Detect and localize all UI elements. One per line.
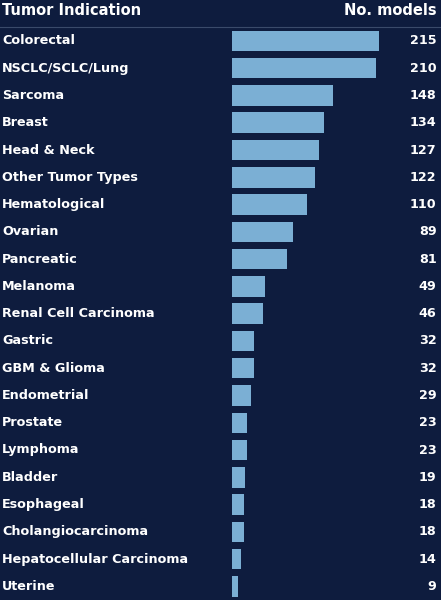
Text: Renal Cell Carcinoma: Renal Cell Carcinoma (2, 307, 155, 320)
Text: Ovarian: Ovarian (2, 226, 59, 238)
Text: Melanoma: Melanoma (2, 280, 76, 293)
Bar (232, 521, 244, 542)
Bar (232, 31, 379, 51)
Text: Hepatocellular Carcinoma: Hepatocellular Carcinoma (2, 553, 188, 566)
Bar (0, 327, 441, 355)
Bar (0, 136, 441, 164)
Bar (0, 355, 441, 382)
Bar (0, 109, 441, 136)
Bar (0, 545, 441, 573)
Bar (0, 55, 441, 82)
Text: 210: 210 (410, 62, 437, 74)
Bar (232, 58, 376, 79)
Text: 134: 134 (410, 116, 437, 129)
Text: Lymphoma: Lymphoma (2, 443, 80, 457)
Text: 89: 89 (419, 226, 437, 238)
Text: Bladder: Bladder (2, 471, 59, 484)
Text: 32: 32 (419, 334, 437, 347)
Text: Breast: Breast (2, 116, 49, 129)
Text: Sarcoma: Sarcoma (2, 89, 64, 102)
Bar (232, 494, 244, 515)
Text: Gastric: Gastric (2, 334, 53, 347)
Text: 29: 29 (419, 389, 437, 402)
Bar (0, 382, 441, 409)
Text: 9: 9 (428, 580, 437, 593)
Bar (232, 440, 247, 460)
Text: Esophageal: Esophageal (2, 498, 85, 511)
Bar (0, 436, 441, 464)
Text: 18: 18 (419, 498, 437, 511)
Text: Head & Neck: Head & Neck (2, 143, 95, 157)
Text: 122: 122 (410, 171, 437, 184)
Text: Tumor Indication: Tumor Indication (2, 4, 141, 19)
Bar (232, 249, 287, 269)
Text: 215: 215 (410, 34, 437, 47)
Bar (232, 167, 315, 187)
Text: 18: 18 (419, 526, 437, 538)
Bar (0, 273, 441, 300)
Text: 148: 148 (410, 89, 437, 102)
Text: Endometrial: Endometrial (2, 389, 90, 402)
Text: 19: 19 (419, 471, 437, 484)
Bar (232, 331, 254, 351)
Bar (232, 576, 238, 596)
Bar (232, 413, 247, 433)
Bar (232, 194, 307, 215)
Text: No. models: No. models (344, 4, 437, 19)
Text: NSCLC/SCLC/Lung: NSCLC/SCLC/Lung (2, 62, 130, 74)
Bar (0, 245, 441, 273)
Text: 127: 127 (410, 143, 437, 157)
Bar (232, 140, 319, 160)
Text: Prostate: Prostate (2, 416, 64, 429)
Text: Cholangiocarcinoma: Cholangiocarcinoma (2, 526, 148, 538)
Text: Pancreatic: Pancreatic (2, 253, 78, 266)
Bar (232, 304, 263, 324)
Text: 23: 23 (419, 443, 437, 457)
Text: Uterine: Uterine (2, 580, 56, 593)
Bar (232, 467, 245, 487)
Bar (232, 221, 293, 242)
Text: 23: 23 (419, 416, 437, 429)
Bar (0, 27, 441, 55)
Bar (0, 82, 441, 109)
Bar (232, 549, 241, 569)
Bar (0, 409, 441, 436)
Bar (0, 191, 441, 218)
Bar (0, 491, 441, 518)
Text: 110: 110 (410, 198, 437, 211)
Text: Other Tumor Types: Other Tumor Types (2, 171, 138, 184)
Bar (232, 113, 324, 133)
Text: Colorectal: Colorectal (2, 34, 75, 47)
Text: 14: 14 (419, 553, 437, 566)
Bar (0, 300, 441, 327)
Bar (232, 85, 333, 106)
Bar (232, 385, 251, 406)
Text: 32: 32 (419, 362, 437, 374)
Bar (232, 358, 254, 379)
Text: GBM & Glioma: GBM & Glioma (2, 362, 105, 374)
Text: 49: 49 (419, 280, 437, 293)
Text: 81: 81 (419, 253, 437, 266)
Bar (0, 573, 441, 600)
Bar (0, 464, 441, 491)
Bar (0, 518, 441, 545)
Bar (0, 218, 441, 245)
Bar (232, 276, 265, 296)
Bar (0, 164, 441, 191)
Text: 46: 46 (419, 307, 437, 320)
Text: Hematological: Hematological (2, 198, 105, 211)
